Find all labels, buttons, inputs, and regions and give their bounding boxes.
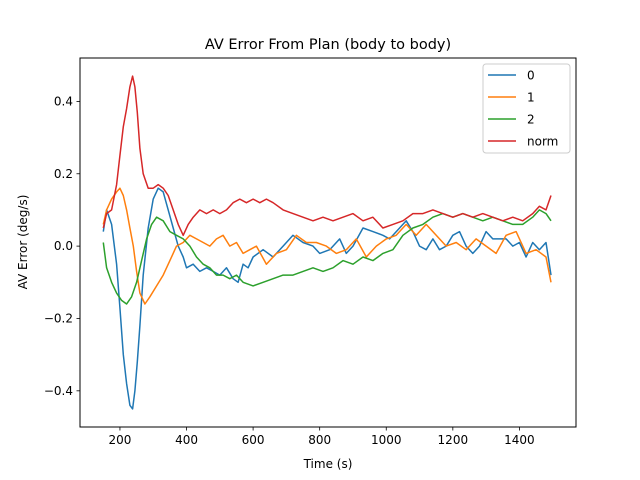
y-tick-label: −0.4	[44, 384, 73, 398]
x-tick-label: 800	[308, 433, 331, 447]
series-line-1	[102, 187, 552, 305]
legend-label-norm: norm	[527, 135, 558, 149]
chart-title: AV Error From Plan (body to body)	[205, 37, 451, 53]
series-line-0	[102, 187, 552, 410]
legend-label-2: 2	[527, 113, 535, 127]
x-tick-label: 200	[108, 433, 131, 447]
x-tick-label: 1400	[504, 433, 535, 447]
y-tick-label: 0.2	[54, 167, 73, 181]
plot-frame	[79, 57, 577, 428]
legend-label-1: 1	[527, 91, 535, 105]
x-tick-label: 1200	[438, 433, 469, 447]
legend-label-0: 0	[527, 69, 535, 83]
series-line-norm	[102, 75, 552, 237]
x-tick-label: 600	[242, 433, 265, 447]
series-layer	[102, 75, 552, 410]
y-axis: −0.4 −0.2 0.0 0.2 0.4	[44, 94, 80, 398]
x-tick-label: 1000	[371, 433, 402, 447]
y-tick-label: 0.0	[54, 239, 73, 253]
y-tick-label: 0.4	[54, 94, 73, 108]
x-tick-label: 400	[175, 433, 198, 447]
x-axis-label: Time (s)	[303, 457, 353, 471]
x-axis: 200 400 600 800 1000 1200 1400	[108, 427, 535, 447]
y-tick-label: −0.2	[44, 311, 73, 325]
legend-frame	[482, 63, 571, 154]
y-axis-label: AV Error (deg/s)	[16, 195, 30, 290]
legend: 0 1 2 norm	[482, 63, 571, 154]
